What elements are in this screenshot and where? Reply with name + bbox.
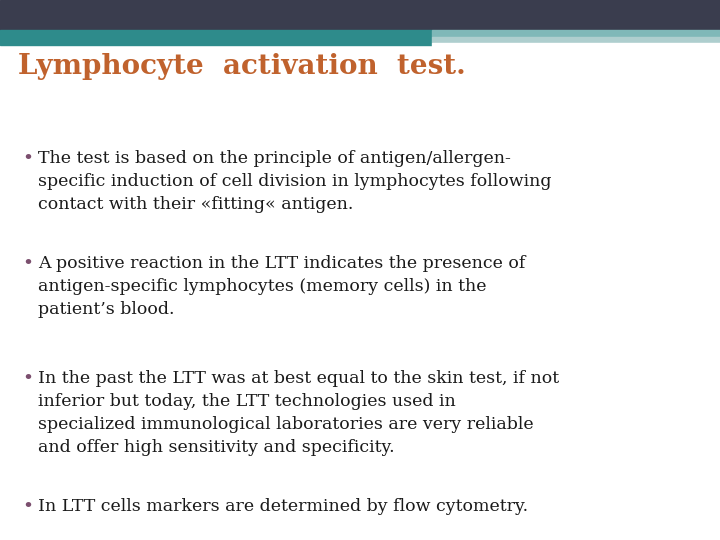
Text: In the past the LTT was at best equal to the skin test, if not
inferior but toda: In the past the LTT was at best equal to…: [38, 370, 559, 456]
Bar: [432, 30, 720, 37]
Text: The test is based on the principle of antigen/allergen-
specific induction of ce: The test is based on the principle of an…: [38, 150, 552, 213]
Text: A positive reaction in the LTT indicates the presence of
antigen-specific lympho: A positive reaction in the LTT indicates…: [38, 255, 526, 318]
Text: •: •: [22, 498, 33, 516]
Text: •: •: [22, 150, 33, 168]
Text: In LTT cells markers are determined by flow cytometry.: In LTT cells markers are determined by f…: [38, 498, 528, 515]
Text: Lymphocyte  activation  test.: Lymphocyte activation test.: [18, 53, 466, 80]
Bar: [432, 43, 720, 48]
Bar: [432, 37, 720, 43]
Text: •: •: [22, 370, 33, 388]
Text: •: •: [22, 255, 33, 273]
Bar: [0, 0, 720, 30]
Bar: [0, 30, 432, 45]
